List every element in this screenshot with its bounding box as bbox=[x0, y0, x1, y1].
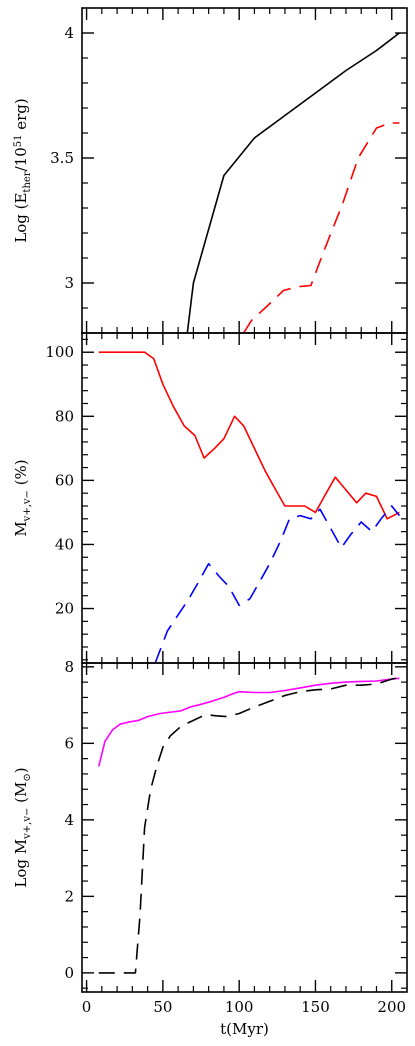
y-axis-label: Log (Ether/1051 erg) bbox=[12, 98, 33, 243]
y-tick-label: 8 bbox=[64, 658, 74, 676]
series-line-1 bbox=[154, 505, 401, 663]
x-tick-label: 0 bbox=[82, 998, 92, 1016]
x-axis-label: t(Myr) bbox=[220, 1020, 269, 1038]
y-tick-label: 3 bbox=[64, 274, 74, 292]
y-tick-label: 6 bbox=[64, 734, 74, 752]
y-tick-label: 3.5 bbox=[50, 149, 74, 167]
series-line-0 bbox=[98, 677, 400, 767]
panel-log-mass: 0 2 4 6 8 0 50 100 150 200 t(Myr) Log Mv+,v− (M⊙) bbox=[12, 658, 408, 1038]
plot-frame bbox=[81, 332, 408, 664]
y-tick-label: 20 bbox=[55, 600, 74, 618]
plot-frame bbox=[81, 7, 408, 334]
y-tick-label: 0 bbox=[64, 964, 74, 982]
x-tick-label: 50 bbox=[153, 998, 172, 1016]
x-tick-label: 200 bbox=[377, 998, 406, 1016]
x-tick-label: 100 bbox=[225, 998, 254, 1016]
series-line-1 bbox=[243, 122, 400, 333]
y-tick-label: 80 bbox=[55, 407, 74, 425]
y-tick-label: 60 bbox=[55, 471, 74, 489]
plot-frame bbox=[81, 662, 408, 993]
y-tick-label: 2 bbox=[64, 887, 74, 905]
series-line-0 bbox=[186, 32, 400, 333]
y-tick-label: 100 bbox=[45, 343, 74, 361]
y-tick-label: 4 bbox=[64, 811, 74, 829]
y-axis-label: Log Mv+,v− (M⊙) bbox=[12, 767, 33, 887]
y-tick-label: 40 bbox=[55, 535, 74, 553]
x-tick-label: 150 bbox=[301, 998, 330, 1016]
series-line-1 bbox=[98, 676, 400, 974]
y-axis-label: Mv+,v− (%) bbox=[12, 459, 33, 536]
y-tick-label: 4 bbox=[64, 24, 74, 42]
series-line-0 bbox=[98, 351, 400, 520]
panel-thermal-energy: 3 3.5 4 Log (Ether/1051 erg) bbox=[12, 7, 408, 334]
panel-mass-percent: 20 40 60 80 100 Mv+,v− (%) bbox=[12, 332, 408, 664]
